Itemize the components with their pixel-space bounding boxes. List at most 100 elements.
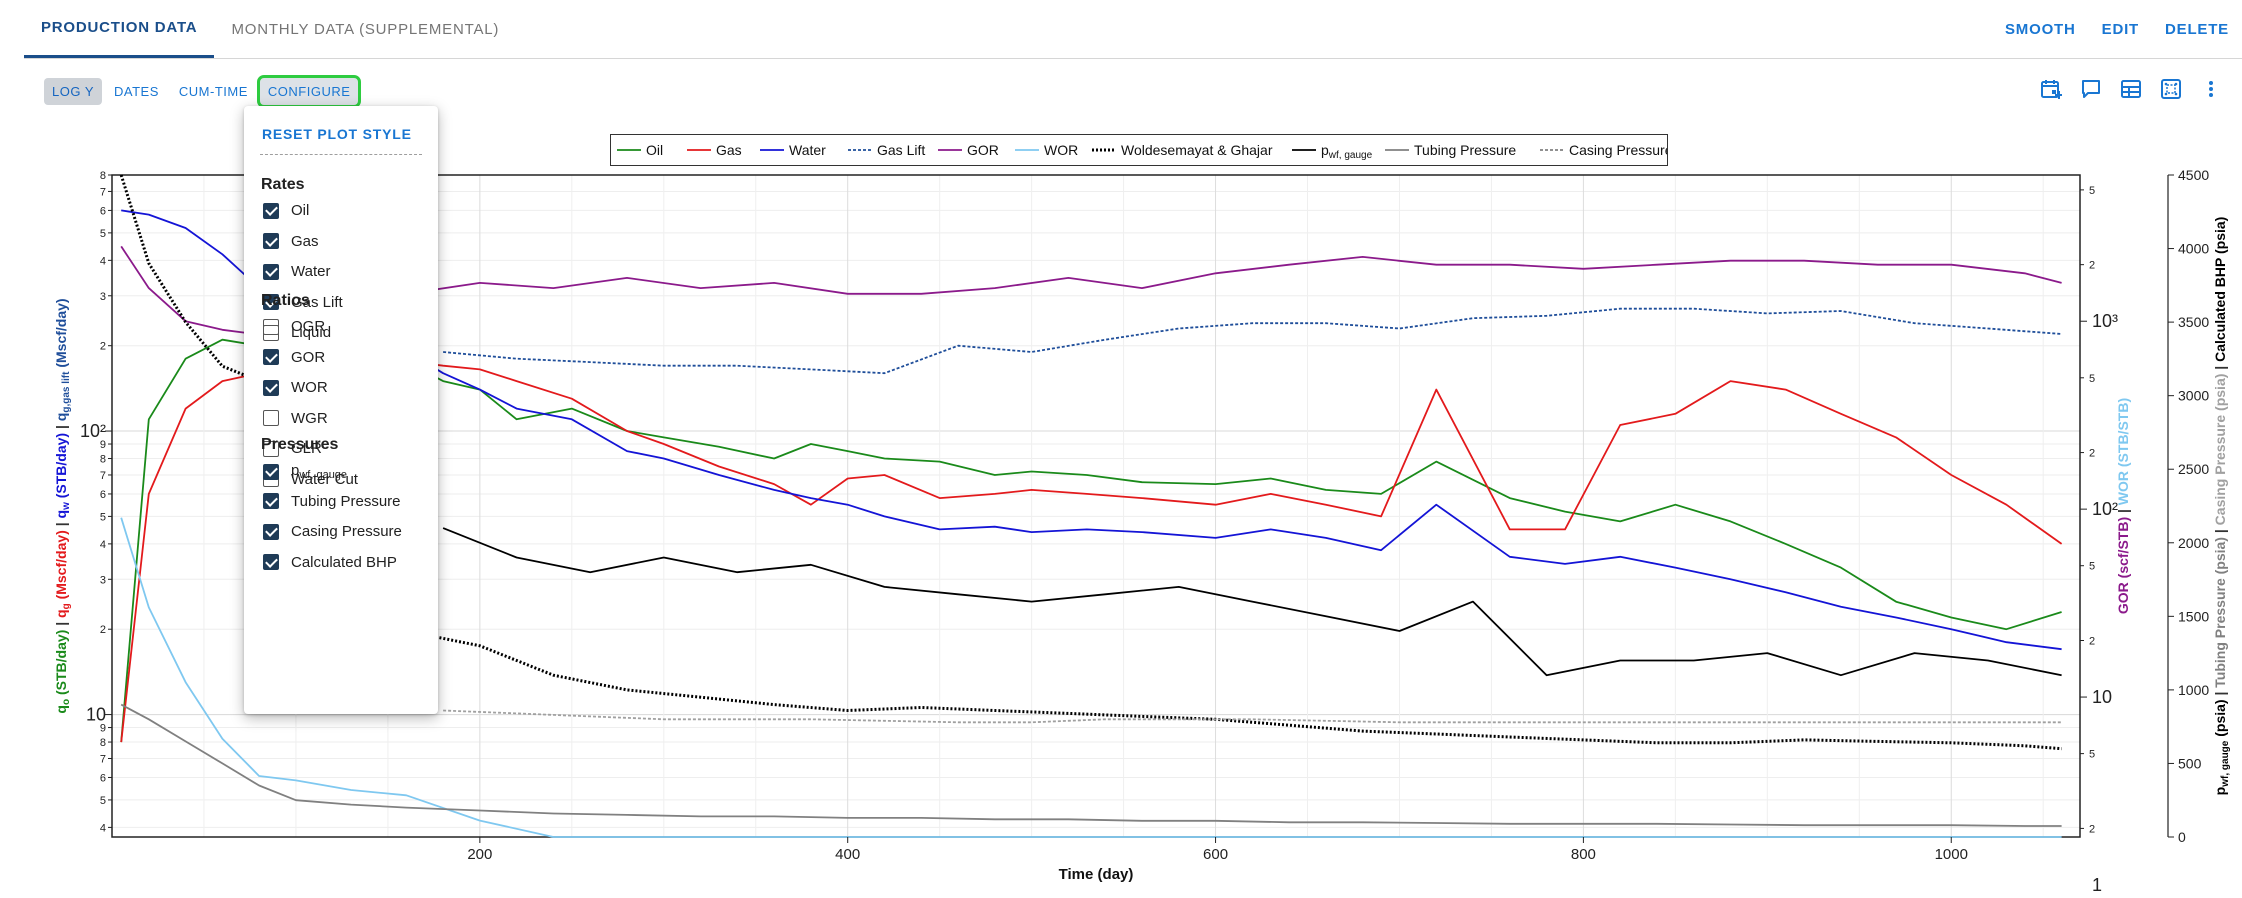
menu-item-gor[interactable]: GOR bbox=[263, 349, 325, 366]
dates-button[interactable]: DATES bbox=[114, 83, 159, 99]
y-axis-label-pressures: pwf, gauge (psia) | Tubing Pressure (psi… bbox=[2212, 217, 2231, 796]
y-minor-label: 9 bbox=[100, 723, 106, 735]
y-minor-label: 8 bbox=[100, 737, 106, 749]
checkbox[interactable] bbox=[263, 294, 279, 310]
menu-item-casing-pressure[interactable]: Casing Pressure bbox=[263, 523, 402, 540]
y-minor-label: 4 bbox=[100, 539, 106, 551]
series-line-p-wf-gauge bbox=[442, 527, 2062, 677]
tabs-divider bbox=[24, 58, 2242, 59]
menu-item-label: Water bbox=[291, 263, 331, 280]
checkbox[interactable] bbox=[263, 263, 279, 280]
plot-toolbar: LOG Y DATES CUM-TIME CONFIGURE bbox=[44, 74, 362, 108]
y-minor-label: 3 bbox=[100, 291, 106, 303]
ratio-major-label: 10 bbox=[2092, 687, 2112, 707]
checkbox[interactable] bbox=[263, 233, 279, 249]
checkbox[interactable] bbox=[263, 349, 279, 365]
menu-item-label: GLR bbox=[291, 440, 322, 457]
pressure-tick-label: 500 bbox=[2178, 755, 2202, 771]
menu-item-oil[interactable]: Oil bbox=[263, 202, 309, 219]
y-major-label: 10 bbox=[86, 705, 106, 725]
tab-monthly-data[interactable]: MONTHLY DATA (SUPPLEMENTAL) bbox=[231, 20, 500, 38]
ratio-minor-label: 2 bbox=[2089, 260, 2095, 272]
legend-label-tubing-pressure: Tubing Pressure bbox=[1414, 142, 1516, 158]
legend-label-p-wf-gauge: pwf, gauge bbox=[1321, 142, 1373, 161]
pressure-tick-label: 4500 bbox=[2178, 167, 2209, 183]
y-minor-label: 6 bbox=[100, 489, 106, 501]
ratio-minor-label: 5 bbox=[2089, 749, 2095, 761]
menu-item-wgr[interactable]: WGR bbox=[263, 410, 328, 427]
ratio-minor-label: 5 bbox=[2089, 373, 2095, 385]
series-line-tubing-pressure bbox=[120, 703, 2062, 827]
menu-item-label: WOR bbox=[291, 379, 328, 396]
series-line-woldesemayat-ghajar bbox=[119, 174, 2062, 751]
menu-item-tubing-pressure[interactable]: Tubing Pressure bbox=[263, 493, 401, 510]
y-minor-label: 7 bbox=[100, 470, 106, 482]
checkbox[interactable] bbox=[263, 379, 279, 396]
comment-icon[interactable] bbox=[2078, 76, 2104, 102]
production-chart[interactable]: 200 400 600 800 1000 Time (day) 4 5 6 7 8 9 2 3 4 5 6 7 8 9… bbox=[0, 160, 2242, 898]
edit-button[interactable]: EDIT bbox=[2101, 20, 2140, 38]
smooth-button[interactable]: SMOOTH bbox=[2005, 20, 2076, 38]
menu-item-water[interactable]: Water bbox=[263, 263, 330, 280]
menu-item-calculated-bhp[interactable]: Calculated BHP bbox=[263, 554, 397, 571]
y-major-label: 10² bbox=[80, 421, 106, 441]
menu-item-label: GOR bbox=[291, 348, 326, 366]
checkbox[interactable] bbox=[263, 523, 279, 540]
menu-item-label: Water Cut bbox=[291, 470, 358, 488]
x-tick-label: 200 bbox=[467, 846, 492, 863]
legend-label-water: Water bbox=[789, 142, 826, 158]
menu-divider bbox=[260, 154, 422, 155]
pressure-tick-label: 4000 bbox=[2178, 241, 2209, 257]
table-icon[interactable] bbox=[2118, 76, 2144, 102]
pressure-tick-label: 1500 bbox=[2178, 608, 2209, 624]
y-minor-label: 5 bbox=[100, 511, 106, 523]
menu-item-label: WGR bbox=[291, 409, 328, 427]
menu-item-label: Tubing Pressure bbox=[291, 492, 401, 510]
menu-item-label: Gas bbox=[291, 232, 319, 250]
cum-time-button[interactable]: CUM-TIME bbox=[178, 83, 248, 99]
menu-item-wor[interactable]: WOR bbox=[263, 379, 328, 396]
menu-section-ratios: Ratios bbox=[261, 292, 310, 309]
menu-item-gas-lift[interactable]: Gas Lift bbox=[263, 294, 343, 311]
configure-button[interactable]: CONFIGURE bbox=[256, 74, 362, 108]
checkbox[interactable] bbox=[263, 463, 279, 480]
x-tick-label: 1000 bbox=[1935, 846, 1968, 863]
checkbox[interactable] bbox=[263, 440, 279, 457]
checkbox[interactable] bbox=[263, 202, 279, 219]
ratio-major-label: 10³ bbox=[2092, 311, 2118, 331]
legend-label-gas: Gas bbox=[716, 142, 742, 158]
ratio-minor-label: 5 bbox=[2089, 561, 2095, 573]
reset-plot-style-button[interactable]: RESET PLOT STYLE bbox=[262, 126, 412, 142]
y-minor-label: 7 bbox=[100, 753, 106, 765]
legend-label-casing-pressure: Casing Pressure bbox=[1569, 142, 1667, 158]
menu-item-ogr[interactable]: OGR bbox=[263, 318, 325, 335]
pressure-tick-label: 3000 bbox=[2178, 388, 2209, 404]
menu-section-rates: Rates bbox=[261, 176, 305, 193]
y-minor-label: 5 bbox=[100, 228, 106, 240]
x-tick-label: 600 bbox=[1203, 846, 1228, 863]
checkbox[interactable] bbox=[263, 318, 279, 335]
menu-item-gas[interactable]: Gas bbox=[263, 233, 319, 250]
tab-bar: PRODUCTION DATA MONTHLY DATA (SUPPLEMENT… bbox=[24, 0, 516, 58]
menu-item-label: Casing Pressure bbox=[291, 523, 402, 540]
y-minor-label: 2 bbox=[100, 341, 106, 353]
chart-icon-bar bbox=[2038, 76, 2224, 102]
fit-screen-icon[interactable] bbox=[2158, 76, 2184, 102]
delete-button[interactable]: DELETE bbox=[2165, 20, 2229, 38]
menu-item-p-wf-gauge[interactable]: pwf, gauge bbox=[263, 462, 347, 481]
log-y-toggle[interactable]: LOG Y bbox=[44, 77, 103, 105]
ratio-minor-label: 5 bbox=[2089, 185, 2095, 197]
checkbox[interactable] bbox=[263, 493, 279, 509]
tab-production-data[interactable]: PRODUCTION DATA bbox=[24, 0, 215, 58]
y-axis-label-ratios: GOR (scf/STB) | WOR (STB/STB) bbox=[2115, 398, 2131, 614]
legend-label-gas-lift: Gas Lift bbox=[877, 142, 925, 158]
menu-item-glr[interactable]: GLR bbox=[263, 440, 322, 457]
checkbox[interactable] bbox=[263, 554, 279, 570]
menu-item-label: Gas Lift bbox=[291, 293, 343, 311]
calendar-event-icon[interactable] bbox=[2038, 76, 2064, 102]
more-vert-icon[interactable] bbox=[2198, 76, 2224, 102]
y-minor-label: 6 bbox=[100, 205, 106, 217]
checkbox[interactable] bbox=[263, 410, 279, 426]
y-minor-label: 3 bbox=[100, 574, 106, 586]
y-minor-label: 9 bbox=[100, 439, 106, 451]
